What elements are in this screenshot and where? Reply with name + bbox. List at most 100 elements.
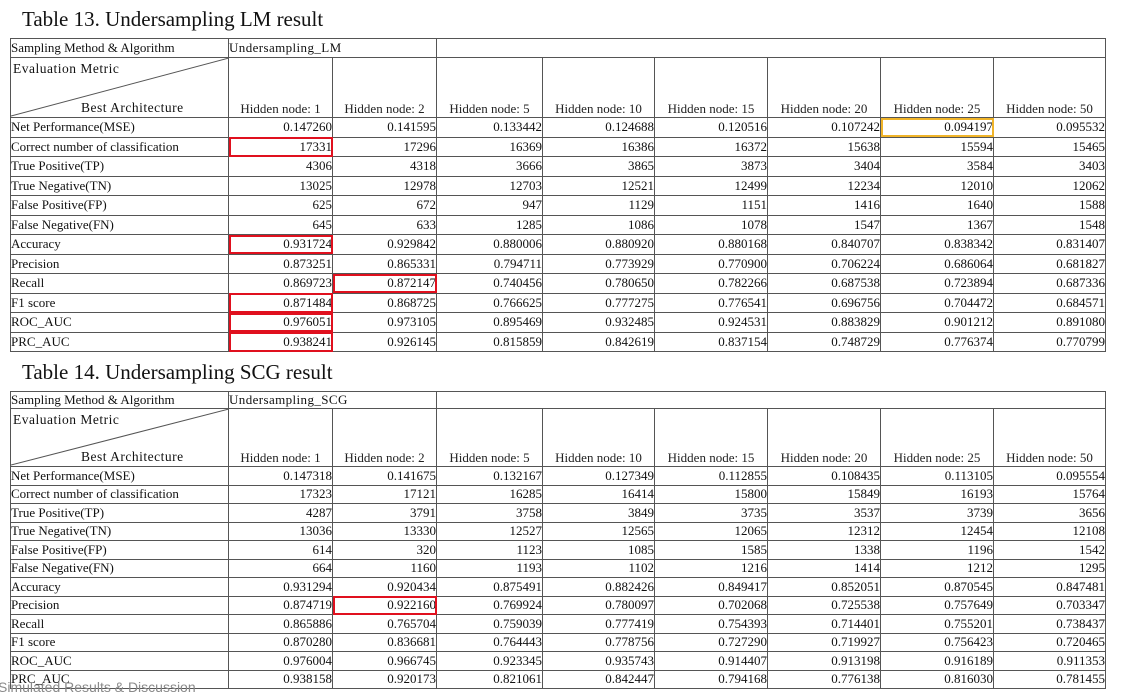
metric-label: F1 score (10, 632, 229, 652)
metric-value: 0.852051 (767, 577, 881, 597)
metric-value: 0.112855 (654, 466, 768, 486)
metric-value: 0.769924 (436, 595, 543, 615)
metric-value: 12010 (880, 175, 994, 196)
metric-value: 0.776374 (880, 331, 994, 352)
metric-value: 16193 (880, 484, 994, 504)
metric-value: 1295 (993, 558, 1106, 578)
metric-value: 4287 (228, 503, 333, 523)
metric-value: 0.684571 (993, 292, 1106, 313)
metric-value: 17121 (332, 484, 437, 504)
metric-value: 16414 (542, 484, 655, 504)
evaluation-metric-label: Evaluation Metric (13, 412, 120, 427)
metric-value: 3666 (436, 156, 543, 177)
metric-value: 0.725538 (767, 595, 881, 615)
metric-value: 0.870545 (880, 577, 994, 597)
metric-value: 0.781455 (993, 669, 1106, 689)
metric-value: 0.095532 (993, 117, 1106, 138)
metric-label: Correct number of classification (10, 484, 229, 504)
table-row: True Negative(TN) 13036 13330 12527 12565 120… (10, 521, 1106, 541)
metric-value: 0.794168 (654, 669, 768, 689)
metric-value: 0.778756 (542, 632, 655, 652)
column-header: Hidden node: 25 (880, 408, 994, 467)
metric-value: 0.770900 (654, 253, 768, 274)
metric-value: 13025 (228, 175, 333, 196)
metric-value: 3791 (332, 503, 437, 523)
metric-value: 0.773929 (542, 253, 655, 274)
metric-value: 3584 (880, 156, 994, 177)
highlighted-best-value: 0.094197 (880, 117, 994, 138)
metric-value: 0.923345 (436, 651, 543, 671)
column-header: Hidden node: 20 (767, 408, 881, 467)
highlighted-best-value: 0.976051 (228, 312, 333, 333)
metric-value: 0.703347 (993, 595, 1106, 615)
metric-label: ROC_AUC (10, 312, 229, 333)
column-header: Hidden node: 10 (542, 408, 655, 467)
metric-label: False Negative(FN) (10, 214, 229, 235)
metric-value: 3758 (436, 503, 543, 523)
highlighted-best-value: 0.922160 (332, 595, 437, 615)
metric-value: 1102 (542, 558, 655, 578)
metric-value: 16386 (542, 136, 655, 157)
column-header: Hidden node: 5 (436, 408, 543, 467)
metric-label: PRC_AUC (10, 669, 229, 689)
column-header: Hidden node: 2 (332, 57, 437, 118)
metric-value: 12065 (654, 521, 768, 541)
metric-value: 947 (436, 195, 543, 216)
metric-value: 15764 (993, 484, 1106, 504)
metric-value: 3403 (993, 156, 1106, 177)
undersampling-scg-table: Sampling Method & Algorithm Undersamplin… (10, 391, 1106, 689)
metric-value: 12565 (542, 521, 655, 541)
diagonal-divider (11, 58, 228, 117)
highlighted-best-value: 0.938241 (228, 331, 333, 352)
metric-value: 0.976004 (228, 651, 333, 671)
metric-value: 0.911353 (993, 651, 1106, 671)
metric-value: 3656 (993, 503, 1106, 523)
metric-value: 0.842619 (542, 331, 655, 352)
metric-label: True Positive(TP) (10, 503, 229, 523)
metric-value: 12234 (767, 175, 881, 196)
metric-label: Recall (10, 273, 229, 294)
metric-value: 0.883829 (767, 312, 881, 333)
metric-value: 0.821061 (436, 669, 543, 689)
metric-value: 3739 (880, 503, 994, 523)
metric-value: 0.738437 (993, 614, 1106, 634)
metric-value: 0.740456 (436, 273, 543, 294)
metric-value: 0.849417 (654, 577, 768, 597)
metric-value: 0.723894 (880, 273, 994, 294)
metric-label: Accuracy (10, 577, 229, 597)
metric-value: 1640 (880, 195, 994, 216)
metric-value: 0.880920 (542, 234, 655, 255)
metric-value: 320 (332, 540, 437, 560)
table-row: F1 score 0.871484 0.868725 0.766625 0.777275… (10, 292, 1106, 313)
metric-label: Recall (10, 614, 229, 634)
metric-value: 1585 (654, 540, 768, 560)
highlighted-best-value: 0.871484 (228, 292, 333, 313)
table-row: True Negative(TN) 13025 12978 12703 12521 124… (10, 175, 1106, 196)
table-row: ROC_AUC 0.976004 0.966745 0.923345 0.935743 0… (10, 651, 1106, 671)
highlighted-best-value: 0.931724 (228, 234, 333, 255)
best-architecture-label: Best Architecture (81, 100, 184, 115)
metric-value: 0.765704 (332, 614, 437, 634)
metric-value: 0.966745 (332, 651, 437, 671)
metric-value: 0.776541 (654, 292, 768, 313)
table-row: Net Performance(MSE) 0.147260 0.141595 0.13… (10, 117, 1106, 138)
metric-value: 1129 (542, 195, 655, 216)
metric-value: 17296 (332, 136, 437, 157)
metric-value: 3404 (767, 156, 881, 177)
metric-value: 0.865331 (332, 253, 437, 274)
metric-value: 0.133442 (436, 117, 543, 138)
metric-label: True Negative(TN) (10, 521, 229, 541)
metric-value: 0.880168 (654, 234, 768, 255)
table-row: Accuracy 0.931724 0.929842 0.880006 0.880920… (10, 234, 1106, 255)
column-header: Hidden node: 1 (228, 408, 333, 467)
metric-value: 1285 (436, 214, 543, 235)
metric-value: 1160 (332, 558, 437, 578)
metric-value: 0.719927 (767, 632, 881, 652)
metric-label: ROC_AUC (10, 651, 229, 671)
metric-label: False Positive(FP) (10, 540, 229, 560)
metric-value: 0.127349 (542, 466, 655, 486)
metric-value: 664 (228, 558, 333, 578)
column-header: Hidden node: 10 (542, 57, 655, 118)
metric-value: 0.764443 (436, 632, 543, 652)
metric-value: 1416 (767, 195, 881, 216)
